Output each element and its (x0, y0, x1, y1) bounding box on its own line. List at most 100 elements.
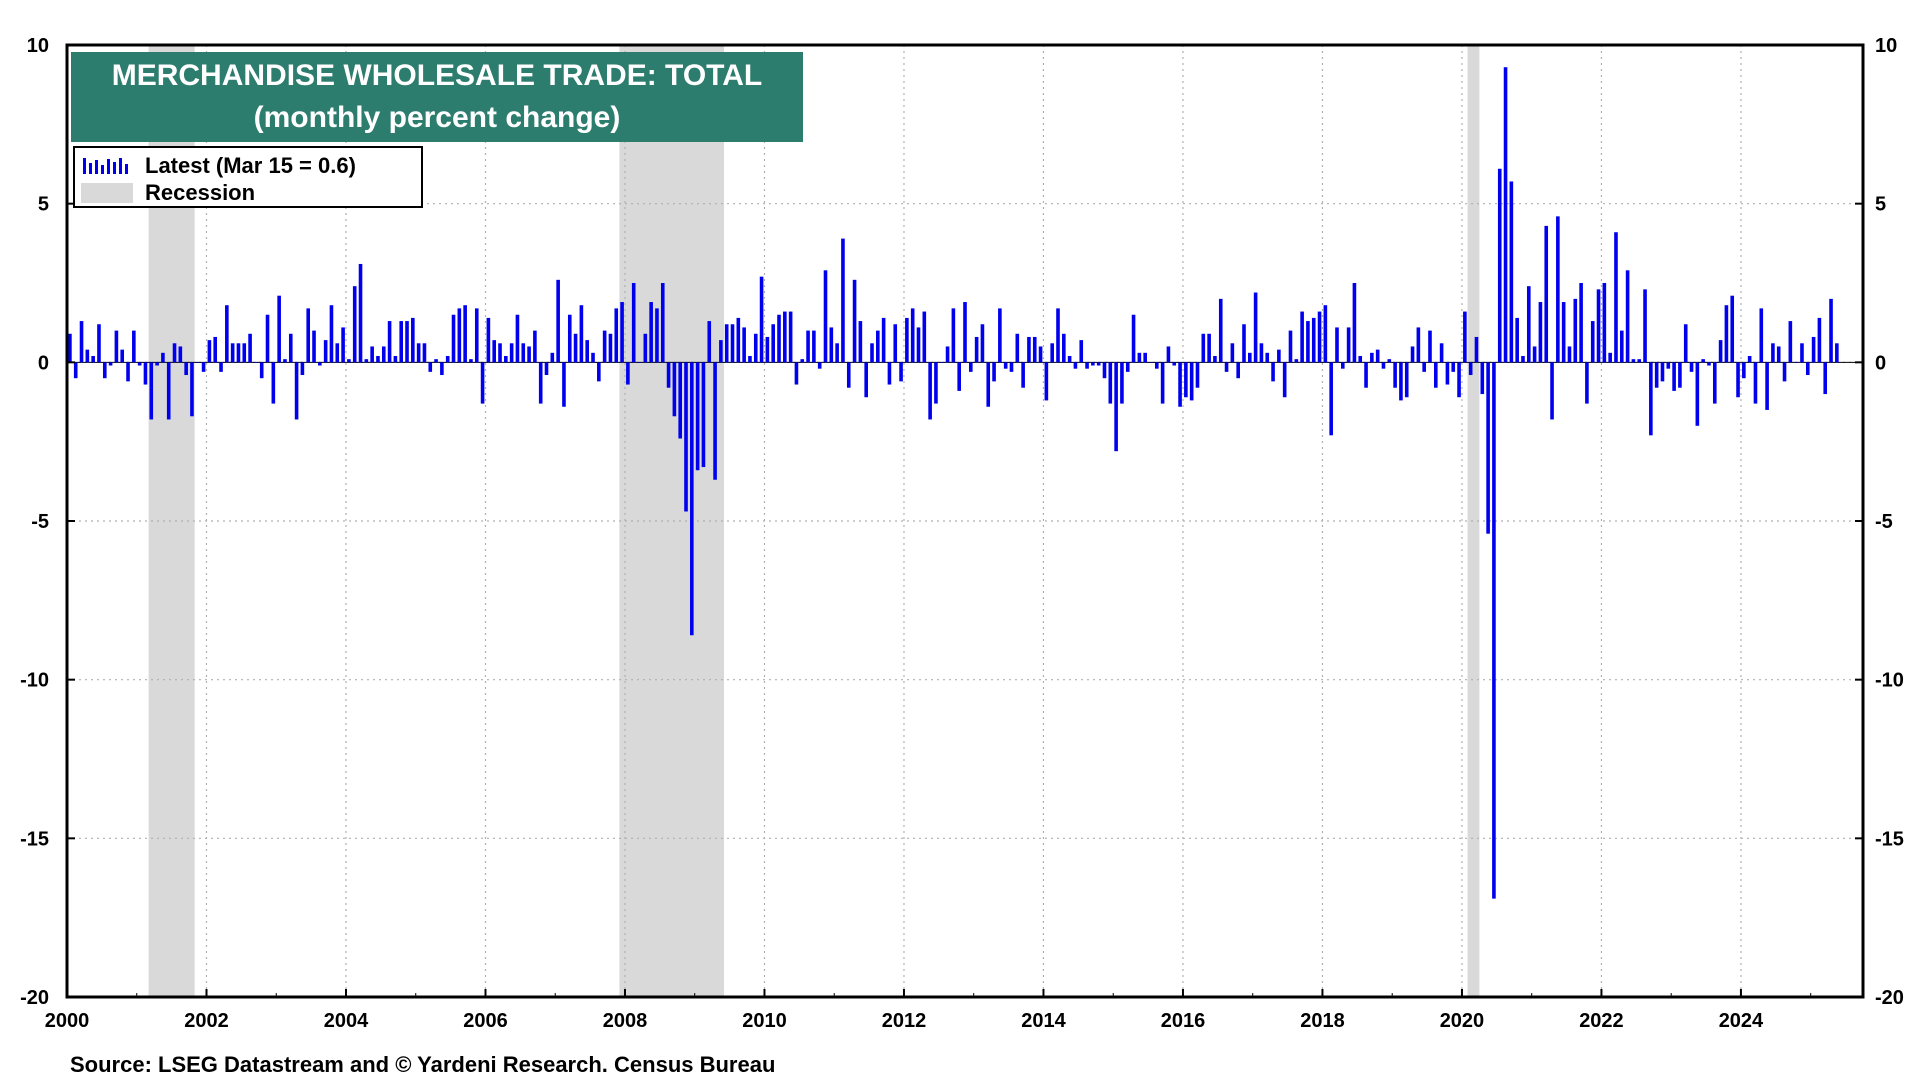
bar (998, 308, 1002, 363)
bar (800, 359, 805, 363)
bar (899, 362, 903, 382)
bar (963, 302, 967, 363)
bar (806, 330, 810, 363)
bar (870, 343, 874, 363)
bar (957, 362, 961, 391)
bar (1370, 352, 1374, 363)
bar (1835, 343, 1839, 363)
bar (655, 308, 659, 363)
bar (1445, 362, 1450, 385)
bar (1736, 362, 1740, 398)
bar (1660, 362, 1665, 382)
bar (643, 333, 648, 363)
y-tick-label-right: 5 (1875, 194, 1886, 216)
bar (97, 324, 101, 363)
bar (846, 362, 851, 388)
bar (1532, 346, 1537, 363)
bar (916, 327, 921, 363)
bar (1765, 362, 1769, 410)
bar (1288, 330, 1293, 363)
bar (1492, 362, 1496, 899)
bar (271, 362, 276, 404)
bar (411, 317, 415, 363)
bar (329, 305, 334, 363)
bar (1410, 346, 1415, 363)
x-tick-label: 2012 (882, 1010, 927, 1032)
bar (166, 362, 171, 420)
bar (1329, 362, 1333, 436)
bar (521, 343, 526, 363)
bar (597, 362, 601, 382)
bar (393, 355, 398, 363)
bar (527, 346, 531, 363)
bar (1207, 333, 1211, 363)
gridlines (67, 45, 1863, 997)
bar (1340, 362, 1345, 369)
recession-band (1467, 45, 1480, 997)
bar (1771, 343, 1775, 363)
x-tick-label: 2002 (184, 1010, 229, 1032)
bar (1201, 333, 1206, 363)
bar (236, 343, 241, 363)
bar (1707, 362, 1711, 366)
bar (905, 317, 909, 363)
bar (277, 295, 281, 363)
bar (1294, 359, 1299, 363)
bar (1712, 362, 1717, 404)
bar (841, 238, 845, 363)
bar (120, 349, 125, 363)
bar (440, 362, 444, 376)
bar (137, 362, 142, 366)
y-tick-label-right: -15 (1875, 828, 1904, 850)
bar (486, 317, 491, 363)
bar (469, 359, 473, 363)
bar (190, 362, 194, 417)
chart-title-box: MERCHANDISE WHOLESALE TRADE: TOTAL (mont… (71, 52, 803, 142)
bar (1323, 305, 1328, 363)
chart-subtitle: (monthly percent change) (253, 101, 621, 134)
bar (1811, 336, 1816, 363)
bar (1631, 359, 1636, 363)
bar (852, 279, 857, 363)
bar (1242, 324, 1246, 363)
bar (230, 343, 235, 363)
bar (934, 362, 938, 404)
bar (562, 362, 566, 407)
bar (1486, 362, 1490, 534)
bar (690, 362, 694, 636)
bar (1096, 362, 1101, 366)
bar (341, 327, 345, 363)
bar (1317, 311, 1322, 363)
bar (335, 343, 340, 363)
bar (213, 336, 218, 363)
bar (1282, 362, 1287, 398)
bar (1509, 181, 1514, 363)
bar (1468, 362, 1473, 376)
bar (1590, 321, 1595, 363)
bar (1195, 362, 1200, 388)
bar (1608, 352, 1612, 363)
y-tick-label-right: -5 (1875, 511, 1893, 533)
bar (1643, 289, 1647, 363)
x-tick-label: 2022 (1579, 1010, 1624, 1032)
bar (713, 362, 717, 480)
bar (283, 359, 287, 363)
chart-title: MERCHANDISE WHOLESALE TRADE: TOTAL (111, 59, 763, 92)
bar (631, 283, 636, 363)
bar (649, 302, 653, 363)
bar (1625, 270, 1630, 363)
bar (701, 362, 706, 468)
bar (1753, 362, 1758, 404)
bar (637, 362, 642, 363)
bar (719, 340, 723, 363)
bar (765, 336, 770, 363)
y-tick-label-left: -15 (20, 828, 49, 850)
bar (381, 346, 386, 363)
bar (149, 362, 154, 420)
bar (1172, 362, 1177, 366)
bar (376, 355, 380, 363)
bar (1823, 362, 1828, 395)
bar (405, 321, 409, 363)
bar (1067, 355, 1072, 363)
